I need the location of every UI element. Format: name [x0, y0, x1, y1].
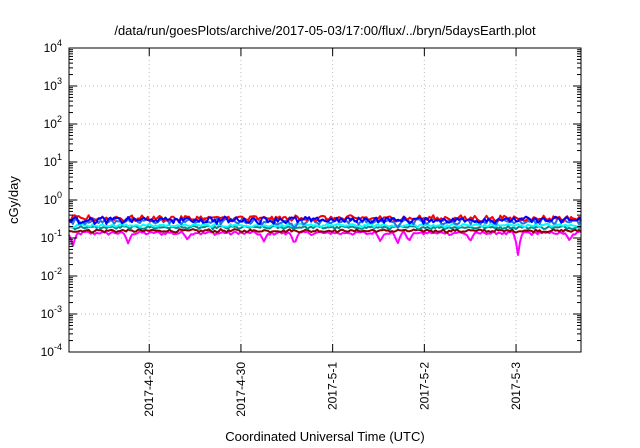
series-line [68, 230, 582, 256]
y-tick-label: 101 [44, 152, 62, 169]
y-axis-label: cGy/day [6, 176, 21, 224]
x-tick-label: 2017-4-29 [142, 362, 156, 417]
y-tick-label: 10-4 [41, 342, 62, 359]
y-tick-label: 10-2 [41, 266, 62, 283]
y-axis: 10-4 10-3 10-2 10-1 100 101 102 103 104 [41, 38, 581, 359]
series-line [68, 228, 582, 234]
y-tick-label: 100 [44, 190, 62, 207]
series-line [68, 222, 582, 229]
x-axis-label: Coordinated Universal Time (UTC) [225, 429, 424, 444]
series-line [68, 224, 582, 231]
series-group [68, 214, 582, 256]
chart-title: /data/run/goesPlots/archive/2017-05-03/1… [114, 23, 536, 38]
series-line [68, 215, 582, 225]
x-tick-label: 2017-4-30 [234, 362, 248, 417]
x-tick-label: 2017-5-3 [509, 362, 523, 410]
y-tick-label: 10-3 [41, 304, 62, 321]
y-tick-label: 102 [44, 114, 62, 131]
y-tick-label: 103 [44, 76, 62, 93]
x-tick-label: 2017-5-2 [417, 362, 431, 410]
y-tick-label: 104 [44, 38, 62, 55]
x-axis: 2017-4-29 2017-4-30 2017-5-1 2017-5-2 2017-5… [142, 48, 523, 417]
x-tick-label: 2017-5-1 [326, 362, 340, 410]
y-tick-label: 10-1 [41, 228, 62, 245]
grid [69, 47, 581, 353]
